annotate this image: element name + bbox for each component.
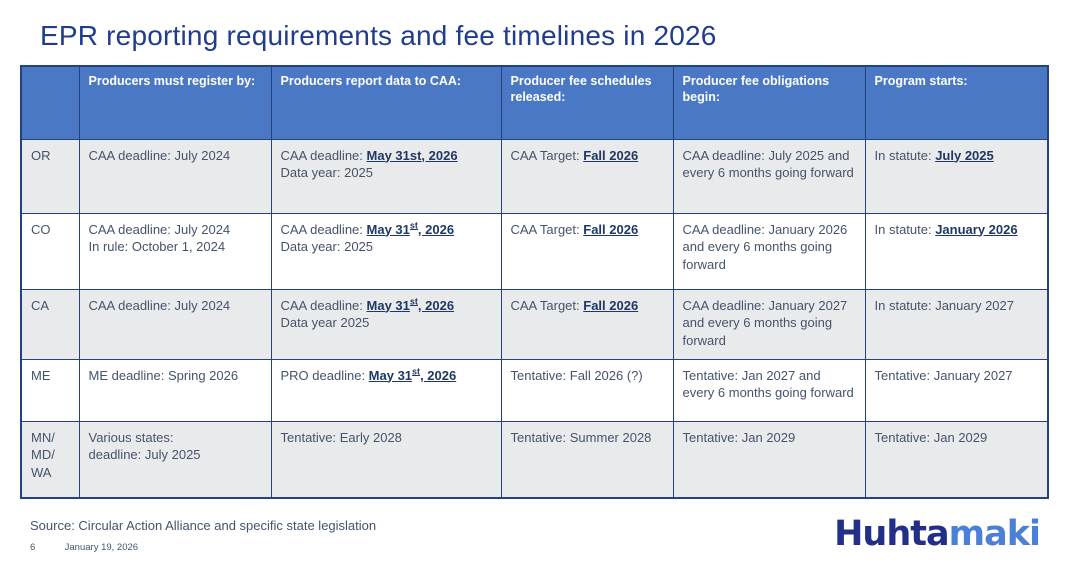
column-header-register: Producers must register by: [78, 65, 272, 140]
state-cell: ME [20, 358, 80, 422]
table-row: CO CAA deadline: July 2024 In rule: Octobe… [20, 212, 1049, 290]
state-cell: CA [20, 288, 80, 360]
logo-text-light: maki [948, 514, 1041, 554]
cell-report: PRO deadline: May 31st, 2026 [270, 358, 502, 422]
cell-starts: Tentative: January 2027 [864, 358, 1049, 422]
cell-obligations: CAA deadline: January 2026 and every 6 m… [672, 212, 866, 290]
cell-starts: In statute: January 2026 [864, 212, 1049, 290]
column-header-starts: Program starts: [864, 65, 1049, 140]
column-header-obligations: Producer fee obligations begin: [672, 65, 866, 140]
state-cell: CO [20, 212, 80, 290]
logo-text-dark: Huhta [834, 514, 949, 554]
cell-starts: In statute: July 2025 [864, 138, 1049, 214]
huhtamaki-logo: Huhtamaki [834, 514, 1041, 554]
cell-report: CAA deadline: May 31st, 2026 Data year: 2… [270, 138, 502, 214]
cell-register: CAA deadline: July 2024 [78, 288, 272, 360]
cell-starts: Tentative: Jan 2029 [864, 420, 1049, 499]
cell-obligations: Tentative: Jan 2029 [672, 420, 866, 499]
cell-report: CAA deadline: May 31st, 2026 Data year 20… [270, 288, 502, 360]
slide-date: January 19, 2026 [64, 542, 139, 553]
epr-table: Producers must register by: Producers re… [20, 65, 1049, 499]
state-cell: OR [20, 138, 80, 214]
footer-meta: 6 January 19, 2026 [30, 542, 138, 553]
table-body: OR CAA deadline: July 2024 CAA deadline: M… [20, 138, 1049, 499]
page-number: 6 [30, 542, 36, 553]
table-row: CA CAA deadline: July 2024 CAA deadline: M… [20, 288, 1049, 360]
cell-schedules: CAA Target: Fall 2026 [500, 288, 674, 360]
cell-schedules: Tentative: Fall 2026 (?) [500, 358, 674, 422]
table-header-row: Producers must register by: Producers re… [20, 65, 1049, 140]
column-header-schedules: Producer fee schedules released: [500, 65, 674, 140]
cell-schedules: Tentative: Summer 2028 [500, 420, 674, 499]
table-row: MN/MD/WA Various states: deadline: July 20… [20, 420, 1049, 499]
table-row: OR CAA deadline: July 2024 CAA deadline: M… [20, 138, 1049, 214]
cell-obligations: CAA deadline: January 2027 and every 6 m… [672, 288, 866, 360]
cell-schedules: CAA Target: Fall 2026 [500, 138, 674, 214]
column-header-report: Producers report data to CAA: [270, 65, 502, 140]
cell-obligations: Tentative: Jan 2027 and every 6 months g… [672, 358, 866, 422]
cell-register: CAA deadline: July 2024 [78, 138, 272, 214]
cell-register: Various states: deadline: July 2025 [78, 420, 272, 499]
cell-obligations: CAA deadline: July 2025 and every 6 mont… [672, 138, 866, 214]
cell-schedules: CAA Target: Fall 2026 [500, 212, 674, 290]
source-note: Source: Circular Action Alliance and spe… [30, 518, 377, 533]
state-cell: MN/MD/WA [20, 420, 80, 499]
slide-title: EPR reporting requirements and fee timel… [40, 20, 717, 51]
cell-report: Tentative: Early 2028 [270, 420, 502, 499]
column-header-state [20, 65, 80, 140]
cell-register: CAA deadline: July 2024 In rule: October … [78, 212, 272, 290]
table-row: ME ME deadline: Spring 2026 PRO deadline: … [20, 358, 1049, 422]
cell-register: ME deadline: Spring 2026 [78, 358, 272, 422]
cell-starts: In statute: January 2027 [864, 288, 1049, 360]
cell-report: CAA deadline: May 31st, 2026 Data year: 2… [270, 212, 502, 290]
